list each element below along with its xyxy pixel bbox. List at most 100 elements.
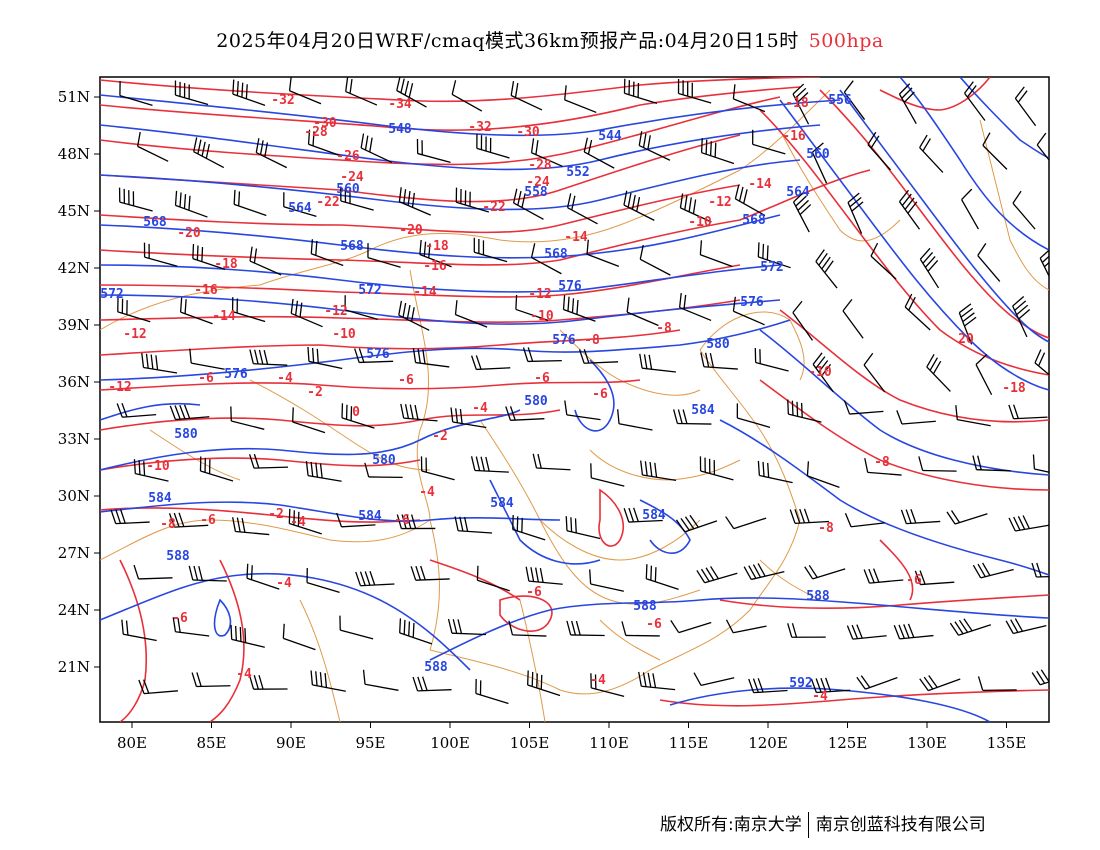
wind-barb bbox=[1032, 454, 1049, 473]
temperature-contour-label: -2 bbox=[268, 507, 284, 522]
wind-barb bbox=[898, 189, 921, 230]
wind-barb bbox=[961, 188, 979, 230]
height-contour-label: 568 bbox=[143, 215, 167, 230]
wind-barb bbox=[792, 83, 810, 125]
wind-barb bbox=[564, 400, 601, 421]
temperature-contour-label: -18 bbox=[785, 96, 809, 111]
y-tick-label: 42N bbox=[58, 259, 90, 277]
temperature-contour-label: -4 bbox=[277, 371, 293, 386]
wind-barb bbox=[191, 672, 231, 688]
wind-barb bbox=[919, 134, 944, 173]
wind-barb bbox=[847, 192, 864, 234]
wind-barb bbox=[977, 243, 1001, 282]
wind-barb bbox=[188, 565, 227, 582]
wind-barb bbox=[307, 346, 343, 370]
temperature-contour-label: -32 bbox=[468, 120, 491, 135]
wind-barb bbox=[623, 78, 658, 105]
wind-barb bbox=[169, 404, 210, 421]
x-tick-label: 85E bbox=[196, 734, 226, 752]
x-tick-label: 120E bbox=[748, 734, 788, 752]
wind-barb bbox=[174, 190, 208, 218]
height-contour-label: 592 bbox=[789, 676, 812, 691]
title-level: 500hpa bbox=[808, 30, 884, 52]
wind-barb bbox=[640, 460, 677, 481]
wind-barb bbox=[673, 409, 712, 425]
wind-barb bbox=[416, 138, 451, 164]
wind-barb bbox=[110, 509, 150, 525]
copyright-text: 版权所有:南京大学 bbox=[660, 815, 802, 835]
wind-barb bbox=[578, 349, 619, 364]
wind-barb bbox=[863, 352, 886, 393]
temperature-contour-label: -8 bbox=[584, 333, 600, 348]
temperature-contour-label: -6 bbox=[534, 371, 550, 386]
wind-barb bbox=[1012, 296, 1031, 338]
wind-barb bbox=[306, 568, 340, 594]
temperature-contour-label: -8 bbox=[874, 455, 890, 470]
wind-barb bbox=[475, 678, 509, 705]
wind-barb bbox=[530, 243, 562, 275]
temperature-contour-label: -8 bbox=[160, 517, 176, 532]
height-contour-label: 568 bbox=[544, 247, 568, 262]
height-contour-label: 580 bbox=[174, 427, 198, 442]
wind-barb bbox=[470, 355, 511, 371]
wind-barb bbox=[842, 298, 864, 339]
temperature-contour-label: -16 bbox=[423, 259, 447, 274]
wind-barb bbox=[1039, 249, 1049, 278]
height-contour-label: 580 bbox=[706, 337, 730, 352]
temperature-contour-label: -12 bbox=[708, 195, 731, 210]
wind-barb bbox=[336, 512, 376, 528]
height-contours bbox=[100, 77, 1049, 722]
wind-barb bbox=[1034, 349, 1049, 376]
x-tick-label: 115E bbox=[669, 734, 709, 752]
y-tick-label: 51N bbox=[58, 88, 90, 106]
x-tick-label: 125E bbox=[828, 734, 868, 752]
height-contour-label: 552 bbox=[566, 165, 589, 180]
wind-barb bbox=[454, 300, 488, 328]
wind-barb bbox=[700, 138, 735, 165]
wind-barb bbox=[1031, 562, 1049, 578]
height-contour-label: 588 bbox=[633, 599, 657, 614]
x-tick-label: 105E bbox=[510, 734, 550, 752]
wind-barb bbox=[505, 406, 545, 421]
wind-barb bbox=[677, 78, 712, 104]
temperature-contour-label: -10 bbox=[808, 365, 832, 380]
wind-barb bbox=[693, 672, 735, 687]
temperature-contour-label: -4 bbox=[812, 689, 828, 704]
y-tick-label: 36N bbox=[58, 373, 90, 391]
temperature-contour-label: -20 bbox=[399, 223, 423, 238]
wind-barb bbox=[230, 406, 265, 430]
wind-barb bbox=[757, 460, 793, 484]
y-tick-label: 48N bbox=[58, 145, 90, 163]
wind-barb bbox=[638, 671, 676, 691]
wind-barb bbox=[249, 349, 288, 366]
temperature-contour-label: -10 bbox=[530, 309, 554, 324]
height-contour-label: 564 bbox=[288, 201, 312, 216]
wind-barb bbox=[193, 137, 225, 169]
wind-barb bbox=[732, 84, 766, 113]
temperature-contour-label: -22 bbox=[482, 200, 505, 215]
wind-barb bbox=[787, 399, 822, 423]
temperature-contour-label: -10 bbox=[146, 459, 170, 474]
wind-barb bbox=[815, 249, 838, 289]
wind-barb bbox=[565, 516, 601, 540]
wind-barb bbox=[138, 679, 178, 695]
wind-barb bbox=[292, 407, 326, 434]
wind-barb bbox=[233, 189, 267, 217]
height-contour-label: 576 bbox=[558, 279, 582, 294]
temperature-contour-label: -34 bbox=[388, 97, 412, 112]
temperature-contour-label: -20 bbox=[177, 226, 201, 241]
temperature-contour-label: -6 bbox=[526, 585, 542, 600]
wind-barb bbox=[893, 623, 934, 640]
wind-barb bbox=[398, 300, 430, 331]
wind-barb bbox=[179, 297, 213, 325]
wind-barb bbox=[345, 77, 378, 106]
wind-barb bbox=[623, 190, 655, 221]
y-tick-label: 33N bbox=[58, 430, 90, 448]
temperature-contour-label: -14 bbox=[748, 177, 772, 192]
temperature-contour-label: -24 bbox=[526, 175, 550, 190]
temperature-contour-label: -16 bbox=[782, 129, 806, 144]
temperature-contour-label: -8 bbox=[818, 521, 834, 536]
wind-barb bbox=[168, 512, 209, 528]
temperature-contour-label: -2 bbox=[432, 429, 448, 444]
wind-barb bbox=[696, 566, 738, 584]
